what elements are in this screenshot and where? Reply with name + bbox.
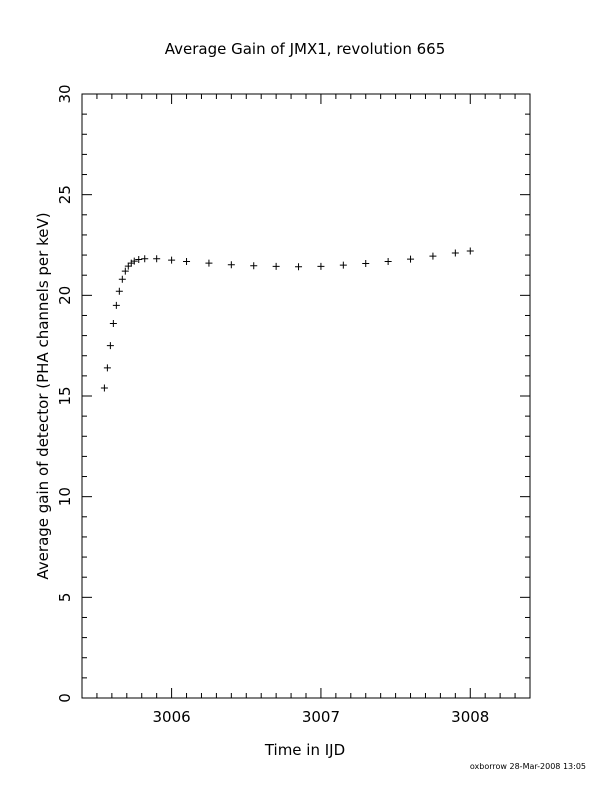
data-point	[109, 320, 117, 328]
data-point	[115, 287, 123, 295]
data-point	[429, 252, 437, 260]
data-point	[135, 255, 143, 263]
y-tick-label: 25	[56, 185, 74, 204]
data-point	[362, 260, 370, 268]
data-point	[339, 261, 347, 269]
data-points	[100, 247, 474, 392]
data-point	[466, 247, 474, 255]
data-point	[407, 255, 415, 263]
data-point	[118, 275, 126, 283]
y-tick-label: 0	[56, 693, 74, 703]
axis-tick-labels: 3006 3007 3008 0 5 10 15 20 25 30	[56, 84, 489, 726]
data-point	[451, 249, 459, 257]
x-tick-label: 3008	[451, 708, 489, 726]
data-point	[141, 255, 149, 263]
plot-frame	[81, 93, 531, 699]
data-point	[227, 261, 235, 269]
data-point	[295, 263, 303, 271]
data-point	[106, 342, 114, 350]
data-point	[168, 256, 176, 264]
y-tick-label: 5	[56, 593, 74, 603]
data-point	[121, 267, 129, 275]
data-point	[250, 262, 258, 270]
y-axis-label: Average gain of detector (PHA channels p…	[34, 212, 52, 579]
x-axis-label: Time in IJD	[264, 741, 345, 759]
y-tick-label: 30	[56, 84, 74, 103]
x-tick-label: 3006	[153, 708, 191, 726]
y-tick-label: 10	[56, 487, 74, 506]
axis-ticks	[81, 93, 531, 699]
data-point	[384, 258, 392, 266]
data-point	[153, 255, 161, 263]
data-point	[272, 262, 280, 270]
data-point	[124, 262, 132, 270]
data-point	[100, 384, 108, 392]
chart-title: Average Gain of JMX1, revolution 665	[165, 40, 446, 58]
footer-stamp: oxborrow 28-Mar-2008 13:05	[470, 762, 586, 771]
data-point	[103, 364, 111, 372]
data-point	[183, 258, 191, 266]
x-tick-label: 3007	[302, 708, 340, 726]
y-tick-label: 20	[56, 286, 74, 305]
data-point	[205, 259, 213, 267]
y-tick-label: 15	[56, 386, 74, 405]
data-point	[317, 262, 325, 270]
data-point	[130, 257, 138, 265]
data-point	[112, 301, 120, 309]
